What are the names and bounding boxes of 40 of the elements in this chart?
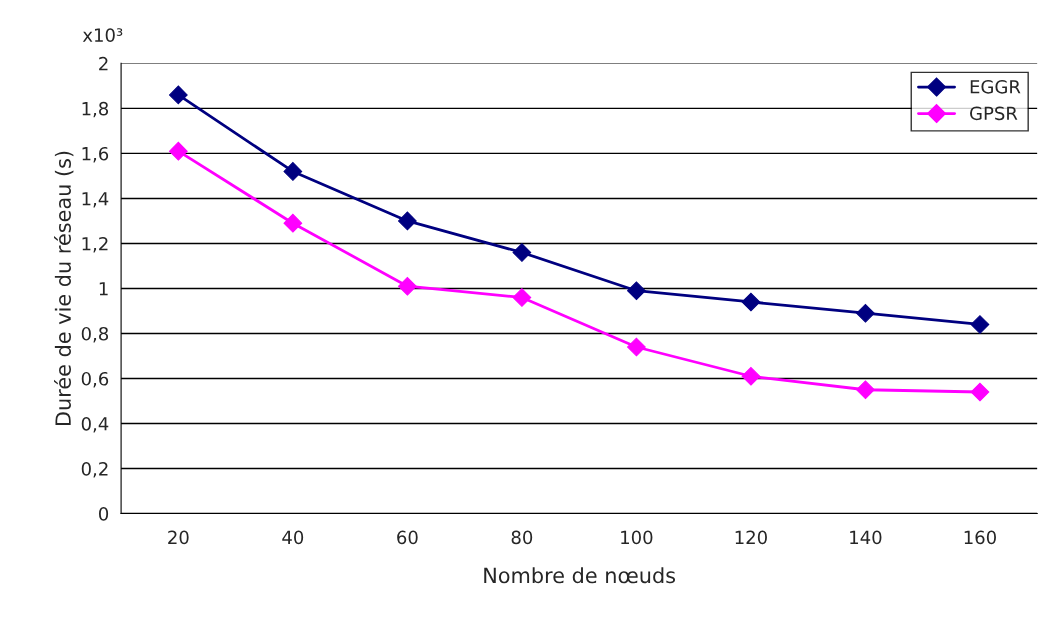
text: x10³ bbox=[82, 28, 123, 42]
legend-label: EGGR bbox=[970, 79, 1021, 94]
point bbox=[168, 85, 188, 105]
point bbox=[970, 382, 990, 402]
y-tick-label: 2 bbox=[99, 56, 108, 71]
y-tick-label: 1,2 bbox=[82, 236, 108, 253]
point bbox=[627, 281, 646, 301]
legend-label: GPSR bbox=[970, 106, 1018, 121]
y-tick-label: 0 bbox=[98, 507, 109, 521]
y-tick-label: 0,4 bbox=[81, 416, 109, 433]
x-tick-label: 160 bbox=[964, 530, 996, 545]
y-tick-label: 1,6 bbox=[82, 146, 109, 163]
point bbox=[627, 337, 646, 357]
x-tick-label: 40 bbox=[282, 530, 304, 545]
point bbox=[168, 141, 188, 161]
x-axis-title: Nombre de nœuds bbox=[484, 567, 676, 584]
x-tick-label: 60 bbox=[397, 530, 418, 545]
point bbox=[398, 276, 417, 296]
y-tick-label: 1,8 bbox=[82, 101, 109, 118]
point bbox=[741, 366, 761, 386]
x-tick-label: 20 bbox=[168, 530, 189, 545]
x-tick-label: 120 bbox=[735, 530, 767, 545]
point bbox=[283, 213, 303, 233]
point bbox=[512, 288, 532, 307]
y-tick-label: 0,8 bbox=[81, 326, 109, 343]
y-tick-label: 0,2 bbox=[81, 461, 108, 478]
x-tick-label: 80 bbox=[511, 530, 533, 545]
point bbox=[398, 211, 417, 231]
point bbox=[856, 380, 875, 400]
point bbox=[970, 315, 990, 334]
x-tick-label: 100 bbox=[621, 530, 653, 545]
y-tick-label: 1 bbox=[99, 282, 108, 296]
y-tick-label: 1,4 bbox=[82, 192, 109, 208]
x-tick-label: 140 bbox=[850, 530, 882, 545]
y-axis-title: Durée de vie du réseau (s) bbox=[54, 151, 74, 426]
point bbox=[856, 303, 875, 323]
point bbox=[512, 243, 532, 262]
point bbox=[741, 292, 761, 312]
point bbox=[283, 162, 303, 181]
y-tick-label: 0,6 bbox=[81, 371, 109, 388]
